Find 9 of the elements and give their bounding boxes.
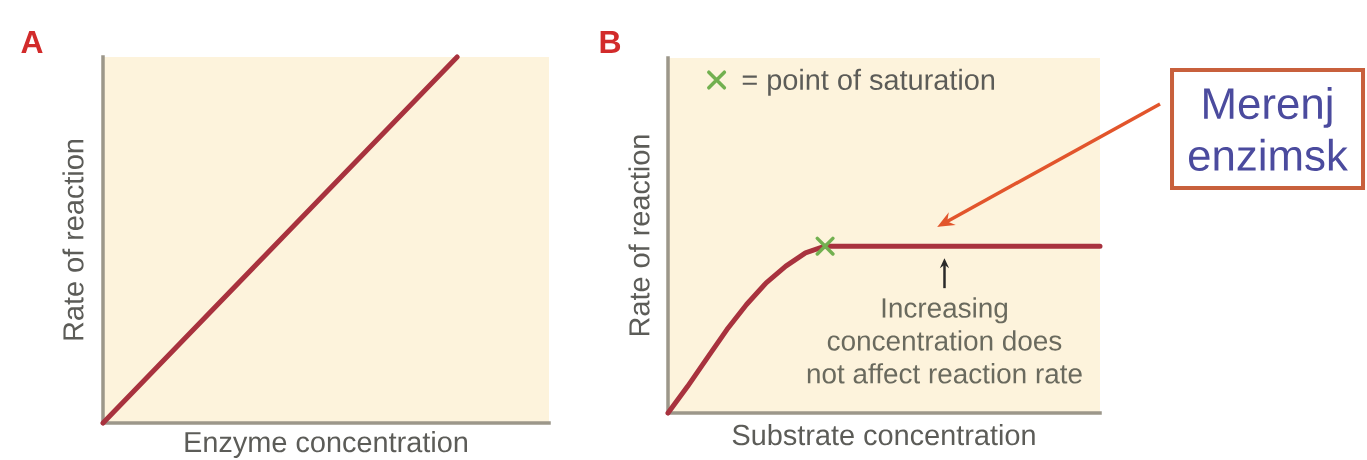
text: Merenj enzimsk (1188, 87, 1348, 171)
y-axis-title: Rate of reaction (62, 139, 84, 340)
x-axis-title: Substrate concentration (732, 424, 1035, 446)
chart-title: B (600, 31, 621, 53)
y-axis-title: Rate of reaction (628, 135, 650, 336)
chart-title: A (21, 31, 43, 53)
x-axis-title: Enzyme concentration (185, 431, 467, 458)
legend-label: = point of saturation (742, 68, 995, 96)
annotation: Increasing concentration does not affect reaction rate (807, 297, 1082, 384)
